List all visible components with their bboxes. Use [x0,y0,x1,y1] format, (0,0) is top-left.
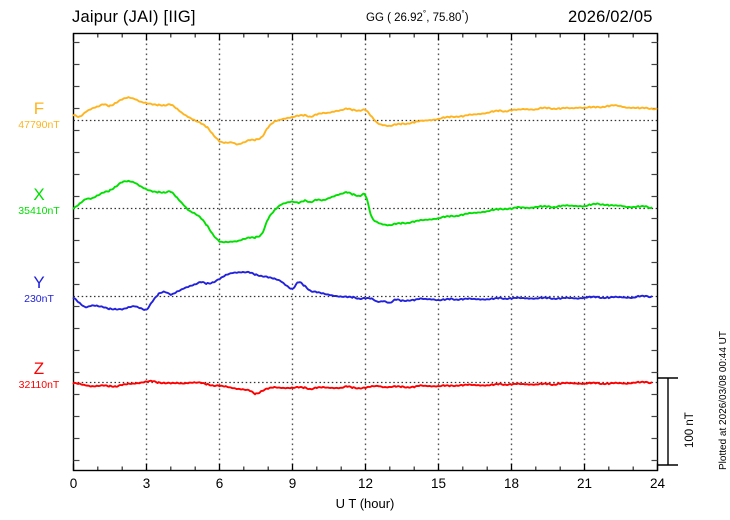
observation-date: 2026/02/05 [568,8,653,26]
x-tick-label-9: 9 [288,476,297,491]
geo-coords-lon: , 75.80 [426,12,462,24]
x-tick-label-0: 0 [69,476,78,491]
trace-y [72,270,653,311]
axis-ticks [72,33,659,471]
component-baselines [73,119,658,384]
component-traces [72,96,658,396]
component-label-f: F 47790nT [8,100,70,131]
component-letter-x: X [33,185,45,204]
scale-bar [658,377,678,466]
component-baseline-y: 230nT [24,293,54,305]
component-label-y: Y 230nT [8,274,70,305]
component-label-z: Z 32110nT [8,360,70,391]
x-axis-title: U T (hour) [335,496,395,511]
component-baseline-f: 47790nT [18,119,60,131]
degree-sign-icon: ° [461,9,465,19]
degree-sign-icon: ° [422,9,427,19]
x-tick-label-18: 18 [503,476,520,491]
x-tick-label-15: 15 [430,476,447,491]
x-tick-label-6: 6 [215,476,224,491]
vertical-gridlines [145,33,586,471]
geo-coords-close: ) [464,12,469,24]
scale-bar-caption: 100 nT [684,412,696,448]
geo-coords-lat: GG ( 26.92 [366,12,423,24]
x-tick-label-12: 12 [357,476,374,491]
component-baseline-z: 32110nT [18,379,60,391]
component-letter-y: Y [33,273,45,292]
x-tick-label-3: 3 [142,476,151,491]
trace-x [72,179,653,244]
geographic-coordinates: GG ( 26.92°, 75.80°) [366,9,469,24]
x-tick-label-24: 24 [649,476,666,491]
component-baseline-x: 35410nT [18,205,60,217]
x-tick-label-21: 21 [576,476,593,491]
component-label-x: X 35410nT [8,186,70,217]
trace-f [72,96,658,146]
component-letter-f: F [33,99,45,118]
station-title: Jaipur (JAI) [IIG] [72,8,196,26]
component-letter-z: Z [33,359,45,378]
trace-z [72,379,653,396]
plotted-timestamp: Plotted at 2026/03/08 00:44 UT [718,331,729,470]
